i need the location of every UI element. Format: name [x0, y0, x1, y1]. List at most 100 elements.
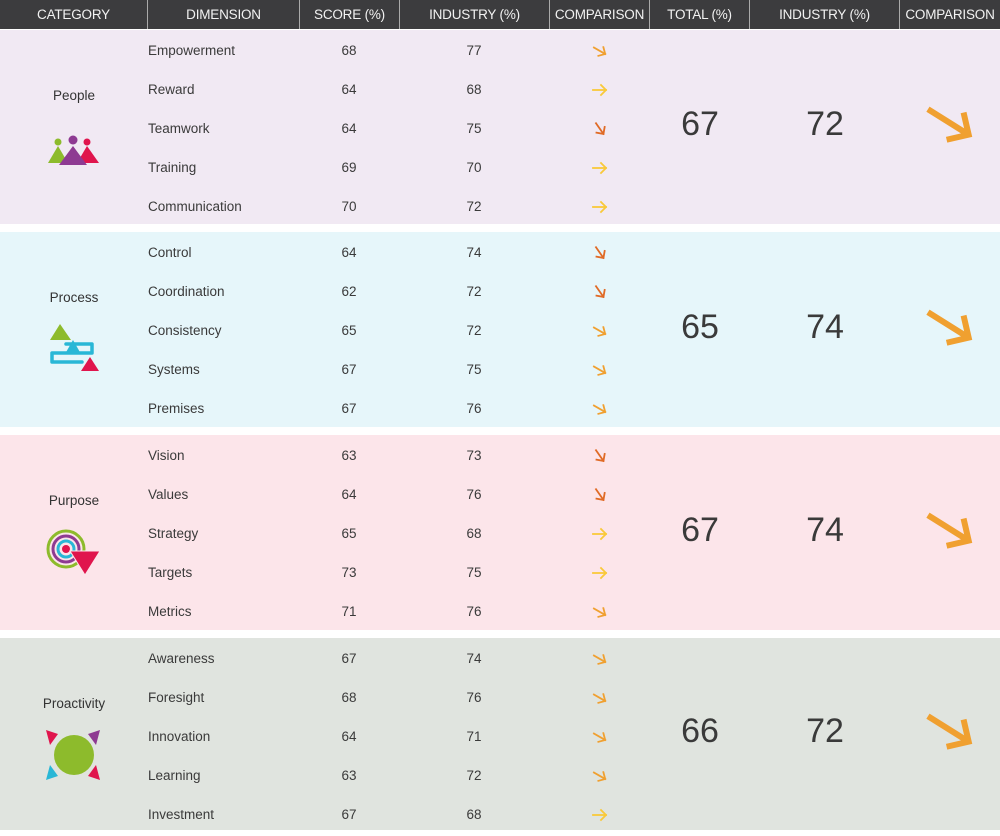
- table-row: Premises 67 76: [148, 391, 650, 430]
- dimension-score: 68: [341, 43, 357, 58]
- dimension-score: 64: [341, 729, 357, 744]
- dimension-score: 64: [341, 121, 357, 136]
- category-industry-total: 74: [806, 510, 844, 549]
- dimension-name: Investment: [148, 807, 215, 822]
- header-category: CATEGORY: [0, 0, 148, 29]
- table-row: Awareness 67 74: [148, 641, 650, 680]
- dimension-score: 71: [341, 604, 357, 619]
- arrow-right-icon: [591, 807, 609, 823]
- table-row: Investment 67 68: [148, 797, 650, 836]
- dimension-name: Foresight: [148, 690, 205, 705]
- header-total: TOTAL (%): [650, 0, 750, 29]
- table-row: Metrics 71 76: [148, 594, 650, 633]
- table-row: Empowerment 68 77: [148, 33, 650, 72]
- proactivity-icon: [44, 730, 104, 780]
- arrow-slight-down-icon: [591, 604, 609, 620]
- header-dimension: DIMENSION: [148, 0, 300, 29]
- arrow-slight-down-icon: [591, 729, 609, 745]
- category-label: Proactivity: [42, 696, 106, 711]
- arrow-right-icon: [591, 160, 609, 176]
- dimension-name: Systems: [148, 362, 200, 377]
- arrow-right-icon: [591, 565, 609, 581]
- header-total-comparison: COMPARISON: [905, 7, 995, 22]
- dimension-industry: 76: [466, 690, 482, 705]
- dimension-industry: 75: [466, 362, 482, 377]
- header-score: SCORE (%): [300, 0, 400, 29]
- dimension-industry: 73: [466, 448, 482, 463]
- dimension-industry: 76: [466, 401, 482, 416]
- table-row: Foresight 68 76: [148, 680, 650, 719]
- big-arrow-down-right-icon: [920, 93, 980, 153]
- arrow-slight-down-icon: [591, 323, 609, 339]
- arrow-slight-down-icon: [591, 651, 609, 667]
- dimension-industry: 72: [466, 284, 482, 299]
- category-cell: Process: [0, 232, 148, 427]
- table-row: Reward 64 68: [148, 72, 650, 111]
- arrow-slight-down-icon: [591, 362, 609, 378]
- dimension-name: Teamwork: [148, 121, 210, 136]
- category-label: People: [52, 88, 96, 103]
- dimension-name: Learning: [148, 768, 201, 783]
- dimension-industry: 74: [466, 651, 482, 666]
- dimension-score: 63: [341, 768, 357, 783]
- dimension-score: 68: [341, 690, 357, 705]
- category-industry-total: 72: [806, 105, 844, 143]
- category-block-proactivity: Proactivity Awareness 67 74 Foresight 68 76 Inn…: [0, 638, 1000, 830]
- table-row: Training 69 70: [148, 150, 650, 189]
- dimension-score: 69: [341, 160, 357, 175]
- category-block-process: Process Control 64 74 Coordination 62 72 Consis…: [0, 232, 1000, 427]
- dimension-name: Values: [148, 487, 189, 502]
- dimension-score: 67: [341, 401, 357, 416]
- dimension-name: Strategy: [148, 526, 199, 541]
- dimension-score: 73: [341, 565, 357, 580]
- dimension-industry: 75: [466, 121, 482, 136]
- dimension-name: Premises: [148, 401, 205, 416]
- table-row: Coordination 62 72: [148, 274, 650, 313]
- arrow-down-right-icon: [591, 245, 609, 261]
- dimension-industry: 76: [466, 604, 482, 619]
- dimension-name: Control: [148, 245, 192, 260]
- table-row: Consistency 65 72: [148, 313, 650, 352]
- dimension-industry: 68: [466, 82, 482, 97]
- big-arrow-down-right-icon: [920, 700, 980, 760]
- arrow-right-icon: [591, 199, 609, 215]
- arrow-down-right-icon: [591, 121, 609, 137]
- dimension-industry: 68: [466, 807, 482, 822]
- category-total: 67: [681, 105, 719, 143]
- table-row: Strategy 65 68: [148, 516, 650, 555]
- dimension-industry: 71: [466, 729, 482, 744]
- people-icon: [44, 122, 104, 172]
- category-cell: People: [0, 30, 148, 224]
- arrow-slight-down-icon: [591, 43, 609, 59]
- dimension-name: Empowerment: [148, 43, 236, 58]
- header-comparison: COMPARISON: [550, 0, 650, 29]
- dimension-score: 67: [341, 651, 357, 666]
- category-cell: Purpose: [0, 435, 148, 630]
- header-total-industry: INDUSTRY (%): [750, 0, 900, 29]
- category-label: Purpose: [48, 493, 100, 508]
- category-industry-total: 74: [806, 307, 844, 346]
- target-icon: [44, 527, 104, 577]
- table-row: Learning 63 72: [148, 758, 650, 797]
- table-row: Targets 73 75: [148, 555, 650, 594]
- dimension-name: Targets: [148, 565, 193, 580]
- category-industry-total: 72: [806, 712, 844, 750]
- category-cell: Proactivity: [0, 638, 148, 830]
- table-row: Vision 63 73: [148, 438, 650, 477]
- dimension-name: Reward: [148, 82, 195, 97]
- dimension-score: 64: [341, 487, 357, 502]
- process-icon: [44, 324, 104, 374]
- table-header: CATEGORY DIMENSION SCORE (%) INDUSTRY (%…: [0, 0, 1000, 29]
- dimension-score: 65: [341, 526, 357, 541]
- dimension-industry: 72: [466, 768, 482, 783]
- arrow-right-icon: [591, 82, 609, 98]
- category-label: Process: [49, 290, 99, 305]
- table-row: Innovation 64 71: [148, 719, 650, 758]
- dimension-industry: 76: [466, 487, 482, 502]
- dimension-industry: 68: [466, 526, 482, 541]
- arrow-right-icon: [591, 526, 609, 542]
- dimension-score: 70: [341, 199, 357, 214]
- dimension-score: 65: [341, 323, 357, 338]
- arrow-down-right-icon: [591, 284, 609, 300]
- dimension-score: 64: [341, 82, 357, 97]
